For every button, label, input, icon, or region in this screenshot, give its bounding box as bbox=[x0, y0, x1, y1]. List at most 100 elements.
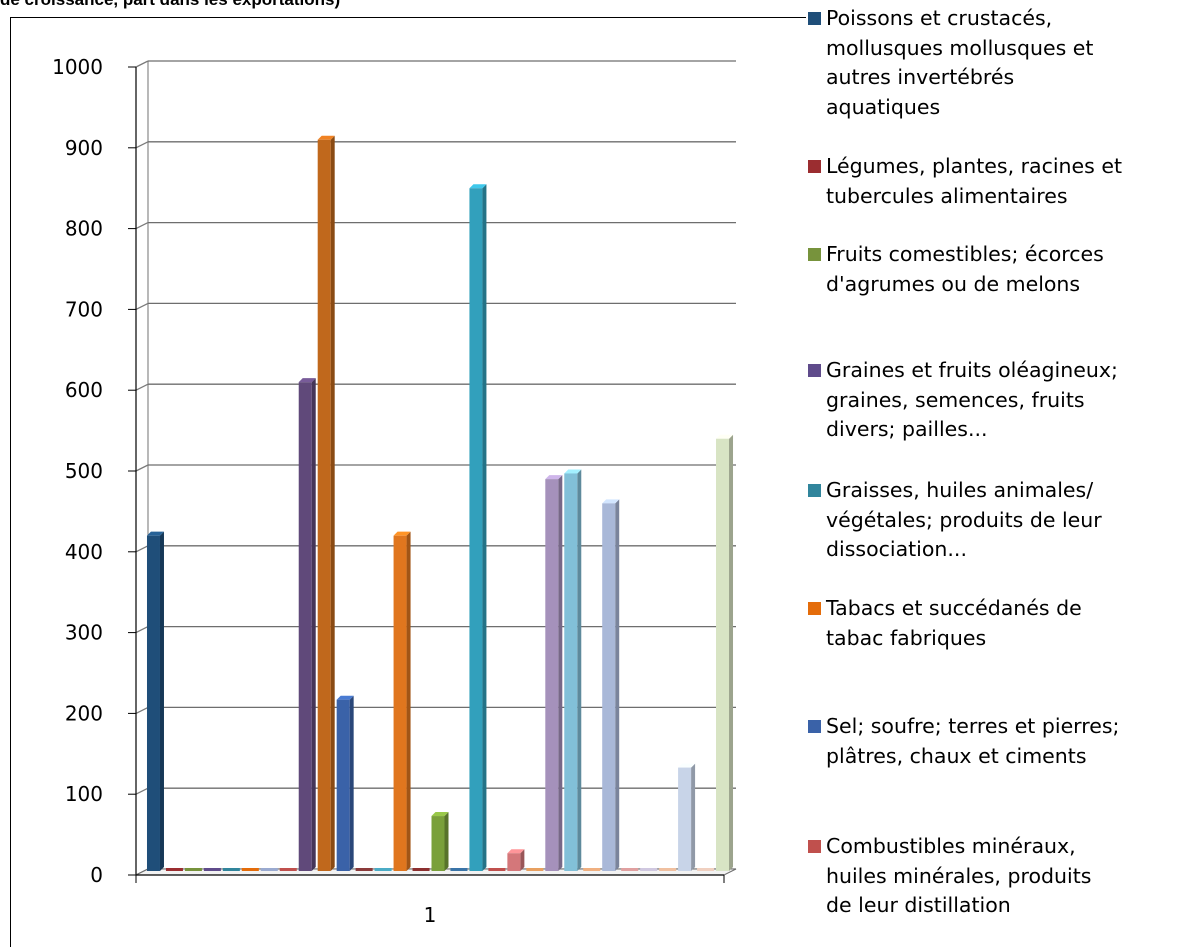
bar-flat bbox=[450, 868, 468, 871]
y-tick-label: 200 bbox=[65, 701, 103, 725]
bar-flat bbox=[697, 868, 715, 871]
bar-flat bbox=[659, 868, 677, 871]
bar-top bbox=[146, 531, 164, 536]
bar-flat bbox=[488, 868, 506, 871]
bar bbox=[393, 531, 411, 871]
bar-side bbox=[330, 135, 335, 871]
bar-front bbox=[716, 438, 730, 871]
bar-side bbox=[349, 695, 354, 871]
bar bbox=[697, 868, 715, 871]
bar-top bbox=[678, 763, 696, 768]
gridline-depth bbox=[135, 302, 149, 310]
y-tick-label: 900 bbox=[65, 136, 103, 160]
bar bbox=[279, 868, 297, 871]
bar bbox=[184, 868, 202, 871]
bar-front bbox=[469, 188, 483, 872]
bar bbox=[488, 868, 506, 871]
bar bbox=[583, 868, 601, 871]
legend-swatch bbox=[808, 12, 821, 25]
gridlines bbox=[135, 60, 736, 876]
bar-flat bbox=[222, 868, 240, 871]
bar-top bbox=[716, 434, 734, 439]
legend-swatch bbox=[808, 840, 821, 853]
bar-front bbox=[507, 853, 521, 871]
bar-flat bbox=[241, 868, 259, 871]
y-tick-label: 600 bbox=[65, 378, 103, 402]
bar bbox=[260, 868, 278, 871]
bar-flat bbox=[203, 868, 221, 871]
gridline-depth bbox=[135, 706, 149, 714]
bar-flat bbox=[355, 868, 373, 871]
y-tick-label: 100 bbox=[65, 782, 103, 806]
bar-front bbox=[545, 479, 559, 871]
bar bbox=[317, 135, 335, 871]
bar-side bbox=[406, 531, 411, 871]
bar bbox=[602, 499, 620, 871]
bar bbox=[431, 812, 449, 871]
y-tick-label: 500 bbox=[65, 459, 103, 483]
bar-top bbox=[298, 378, 316, 383]
bar-top bbox=[431, 812, 449, 817]
gridline-depth bbox=[135, 545, 149, 553]
legend-label: Graisses, huiles animales/ végétales; pr… bbox=[826, 478, 1102, 561]
bar bbox=[336, 695, 354, 871]
gridline-depth bbox=[135, 383, 149, 391]
bar-flat bbox=[184, 868, 202, 871]
gridline-depth bbox=[135, 60, 149, 68]
bar-front bbox=[393, 535, 407, 871]
bar bbox=[640, 868, 658, 871]
legend-label: Combustibles minéraux, huiles minérales,… bbox=[826, 834, 1092, 917]
bar-top bbox=[564, 469, 582, 474]
bar-side bbox=[311, 378, 316, 871]
bar bbox=[659, 868, 677, 871]
bar-top bbox=[393, 531, 411, 536]
legend-label: Fruits comestibles; écorces d'agrumes ou… bbox=[826, 242, 1104, 296]
bar bbox=[564, 469, 582, 871]
gridline-depth bbox=[135, 787, 149, 795]
bar-top bbox=[336, 695, 354, 700]
legend-label: Tabacs et succédanés de tabac fabriques bbox=[826, 596, 1082, 650]
bar-flat bbox=[621, 868, 639, 871]
bar bbox=[678, 763, 696, 871]
legend-swatch bbox=[808, 602, 821, 615]
gridline-depth bbox=[135, 464, 149, 472]
bar-flat bbox=[526, 868, 544, 871]
bar bbox=[241, 868, 259, 871]
bar-flat bbox=[165, 868, 183, 871]
y-tick-label: 0 bbox=[90, 863, 103, 887]
bars bbox=[146, 135, 734, 872]
bar-side bbox=[444, 812, 449, 871]
bar bbox=[374, 868, 392, 871]
bar bbox=[165, 868, 183, 871]
legend: Poissons et crustacés, mollusques mollus… bbox=[806, 0, 1201, 947]
axes bbox=[128, 66, 737, 883]
y-tick-label: 700 bbox=[65, 297, 103, 321]
chart-title: de croissance, part dans les exportation… bbox=[0, 0, 340, 10]
legend-swatch bbox=[808, 484, 821, 497]
legend-swatch bbox=[808, 248, 821, 261]
bar-front bbox=[298, 382, 312, 871]
bar-top bbox=[317, 135, 335, 140]
legend-label: Poissons et crustacés, mollusques mollus… bbox=[826, 6, 1094, 119]
bar bbox=[298, 378, 316, 871]
bar-chart: 0 100 200 300 400 500 600 700 800 900 1000 1 bbox=[52, 55, 737, 927]
y-tick-label: 800 bbox=[65, 217, 103, 241]
bar-flat bbox=[279, 868, 297, 871]
y-tick-label: 300 bbox=[65, 621, 103, 645]
bar-front bbox=[678, 767, 692, 871]
bar bbox=[469, 184, 487, 872]
bar-flat bbox=[412, 868, 430, 871]
bar bbox=[507, 849, 525, 871]
gridline-depth bbox=[135, 141, 149, 149]
bar-flat bbox=[640, 868, 658, 871]
bar-top bbox=[602, 499, 620, 504]
x-tick-label: 1 bbox=[424, 903, 437, 927]
bar-side bbox=[577, 469, 582, 871]
bar bbox=[146, 531, 164, 871]
bar-side bbox=[615, 499, 620, 871]
bar-top bbox=[545, 475, 563, 480]
bar-flat bbox=[260, 868, 278, 871]
bar bbox=[412, 868, 430, 871]
bar-side bbox=[691, 763, 696, 871]
bar-side bbox=[520, 849, 525, 871]
